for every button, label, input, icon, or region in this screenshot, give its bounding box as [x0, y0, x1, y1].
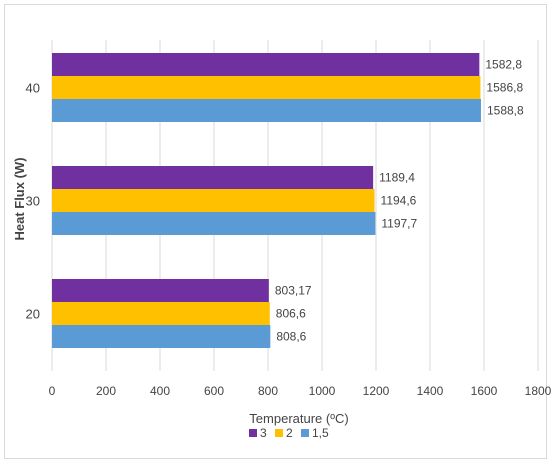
bar-40-series-1: [52, 76, 481, 99]
legend-label: 2: [286, 426, 293, 440]
x-tick-label: 1000: [309, 384, 336, 398]
data-label: 808,6: [276, 330, 306, 344]
bars: [52, 53, 481, 348]
x-tick-label: 400: [150, 384, 170, 398]
bar-40-series-0: [52, 53, 480, 76]
y-tick-label: 20: [26, 307, 40, 322]
data-label: 803,17: [275, 284, 312, 298]
x-tick-label: 0: [49, 384, 56, 398]
y-tick-label: 40: [26, 81, 40, 96]
y-axis-label: Heat Flux (W): [12, 157, 27, 240]
legend-swatch: [249, 429, 257, 437]
bar-30-series-0: [52, 166, 374, 189]
bar-20-series-2: [52, 325, 271, 348]
data-label: 1194,6: [381, 194, 417, 208]
x-tick-label: 800: [258, 384, 278, 398]
x-tick-label: 1400: [417, 384, 444, 398]
data-label: 1586,8: [486, 81, 523, 95]
bar-20-series-1: [52, 302, 270, 325]
data-label: 1582,8: [485, 58, 522, 72]
x-tick-label: 1600: [471, 384, 498, 398]
data-label: 806,6: [276, 307, 306, 321]
bar-20-series-0: [52, 279, 269, 302]
x-tick-label: 600: [204, 384, 224, 398]
data-label: 1197,7: [381, 217, 417, 231]
x-tick-label: 1200: [363, 384, 390, 398]
x-tick-label: 200: [96, 384, 116, 398]
bar-40-series-2: [52, 99, 481, 122]
legend: 3 2 1,5: [249, 426, 329, 440]
data-labels: 803,17 806,6 808,6 1189,4 1194,6 1197,7 1582,8…: [275, 58, 524, 344]
legend-swatch: [301, 429, 309, 437]
legend-label: 3: [260, 426, 267, 440]
bar-30-series-2: [52, 212, 376, 235]
x-axis-label: Temperature (ºC): [249, 411, 348, 426]
data-label: 1588,8: [487, 104, 524, 118]
y-tick-labels: 20 30 40: [26, 81, 40, 322]
x-tick-label: 1800: [525, 384, 552, 398]
legend-swatch: [275, 429, 283, 437]
x-tick-labels: 0 200 400 600 800 1000 1200 1400 1600 1800: [49, 384, 552, 398]
legend-label: 1,5: [312, 426, 329, 440]
bar-30-series-1: [52, 189, 375, 212]
y-tick-label: 30: [26, 194, 40, 209]
data-label: 1189,4: [379, 171, 415, 185]
